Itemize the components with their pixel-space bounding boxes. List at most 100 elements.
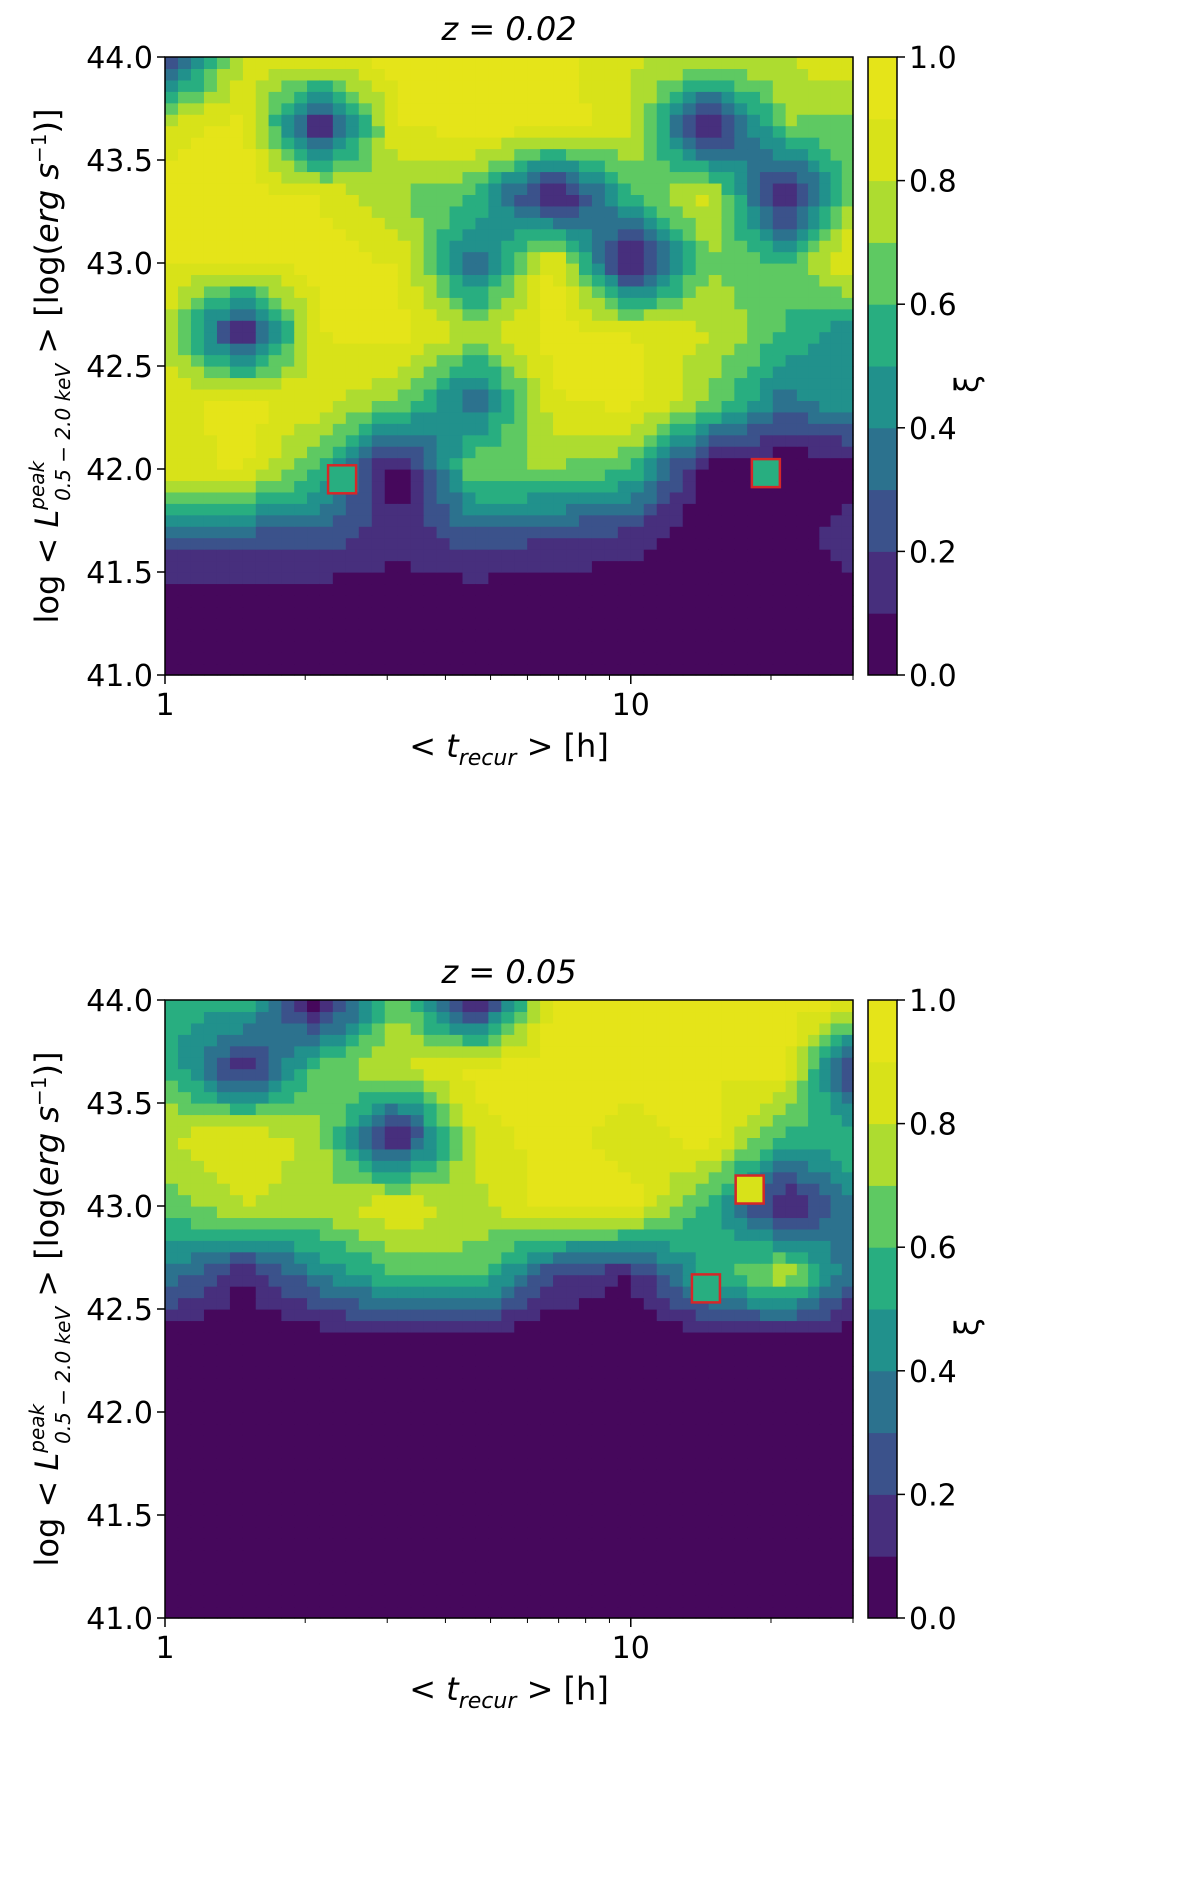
heatmap-cell	[566, 1377, 580, 1390]
heatmap-cell	[708, 1560, 723, 1573]
heatmap-cell	[841, 1515, 854, 1528]
heatmap-cell	[604, 1503, 619, 1516]
heatmap-cell	[734, 549, 748, 562]
heatmap-cell	[423, 148, 438, 161]
heatmap-cell	[268, 1583, 282, 1596]
heatmap-cell	[695, 594, 710, 608]
heatmap-cell	[747, 182, 761, 196]
heatmap-cell	[203, 1560, 218, 1573]
heatmap-cell	[281, 1560, 295, 1573]
heatmap-cell	[190, 526, 205, 539]
heatmap-cell	[830, 1537, 843, 1551]
heatmap-cell	[708, 1354, 723, 1367]
heatmap-cell	[165, 1434, 179, 1447]
heatmap-cell	[591, 640, 606, 653]
heatmap-cell	[436, 1389, 451, 1402]
heatmap-cell	[397, 526, 412, 539]
heatmap-cell	[785, 400, 798, 413]
heatmap-cell	[566, 1572, 580, 1585]
heatmap-cell	[540, 240, 554, 253]
heatmap-cell	[759, 377, 774, 390]
heatmap-cell	[229, 114, 244, 127]
heatmap-cell	[216, 388, 231, 402]
heatmap-cell	[796, 1446, 809, 1459]
heatmap-cell	[578, 1217, 593, 1230]
heatmap-cell	[759, 1457, 774, 1470]
heatmap-cell	[397, 1331, 412, 1345]
heatmap-cell	[553, 1331, 567, 1345]
heatmap-cell	[747, 1560, 761, 1573]
heatmap-cell	[294, 1434, 308, 1447]
heatmap-cell	[268, 1309, 282, 1322]
heatmap-cell	[630, 354, 645, 367]
heatmap-cell	[708, 228, 723, 241]
heatmap-cell	[358, 526, 373, 539]
heatmap-cell	[604, 1377, 619, 1390]
heatmap-cell	[216, 434, 231, 447]
heatmap-cell	[436, 1400, 451, 1413]
heatmap-cell	[229, 469, 244, 482]
heatmap-cell	[591, 583, 606, 596]
heatmap-cell	[165, 194, 179, 207]
heatmap-cell	[319, 1206, 334, 1219]
heatmap-cell	[216, 160, 231, 173]
heatmap-cell	[345, 514, 360, 527]
heatmap-cell	[830, 1343, 843, 1356]
heatmap-cell	[165, 285, 179, 298]
heatmap-cell	[553, 1595, 567, 1608]
heatmap-cell	[591, 366, 606, 379]
heatmap-cell	[384, 297, 399, 310]
heatmap-cell	[488, 1595, 502, 1608]
heatmap-cell	[345, 1412, 360, 1425]
heatmap-cell	[566, 1423, 580, 1436]
heatmap-cell	[410, 366, 425, 379]
heatmap-cell	[514, 480, 528, 493]
heatmap-cell	[796, 1595, 809, 1608]
heatmap-cell	[734, 1446, 748, 1459]
heatmap-cell	[721, 1217, 735, 1230]
heatmap-cell	[203, 457, 218, 470]
heatmap-cell	[830, 549, 843, 562]
heatmap-cell	[578, 457, 593, 470]
heatmap-cell	[734, 160, 748, 173]
heatmap-cell	[501, 1606, 515, 1619]
heatmap-cell	[695, 57, 710, 70]
heatmap-cell	[578, 102, 593, 115]
heatmap-cell	[819, 125, 832, 138]
heatmap-cell	[540, 57, 554, 70]
heatmap-cell	[819, 1515, 832, 1528]
heatmap-cell	[397, 251, 412, 264]
heatmap-cell	[307, 1240, 321, 1253]
heatmap-cell	[830, 1366, 843, 1379]
heatmap-cell	[449, 194, 464, 207]
heatmap-cell	[630, 148, 645, 161]
heatmap-cell	[410, 79, 425, 92]
heatmap-cell	[630, 1366, 645, 1379]
heatmap-cell	[669, 572, 684, 585]
heatmap-cell	[721, 251, 735, 264]
heatmap-cell	[540, 182, 554, 196]
heatmap-cell	[708, 594, 723, 608]
heatmap-cell	[819, 652, 832, 665]
heatmap-cell	[332, 1343, 347, 1356]
heatmap-cell	[165, 251, 179, 264]
heatmap-cell	[229, 1309, 244, 1322]
heatmap-cell	[747, 354, 761, 367]
heatmap-cell	[462, 663, 477, 676]
heatmap-cell	[514, 377, 528, 390]
heatmap-cell	[423, 274, 438, 287]
colorbar-level	[868, 613, 897, 676]
heatmap-cell	[796, 1251, 809, 1264]
heatmap-cell	[830, 308, 843, 321]
heatmap-cell	[332, 503, 347, 516]
heatmap-cell	[436, 1377, 451, 1390]
heatmap-cell	[384, 57, 399, 70]
heatmap-cell	[229, 194, 244, 207]
heatmap-cell	[514, 68, 528, 81]
heatmap-cell	[808, 1480, 820, 1493]
heatmap-cell	[785, 1389, 798, 1402]
heatmap-cell	[708, 423, 723, 436]
heatmap-cell	[566, 194, 580, 207]
heatmap-cell	[604, 91, 619, 104]
heatmap-cell	[759, 1354, 774, 1367]
